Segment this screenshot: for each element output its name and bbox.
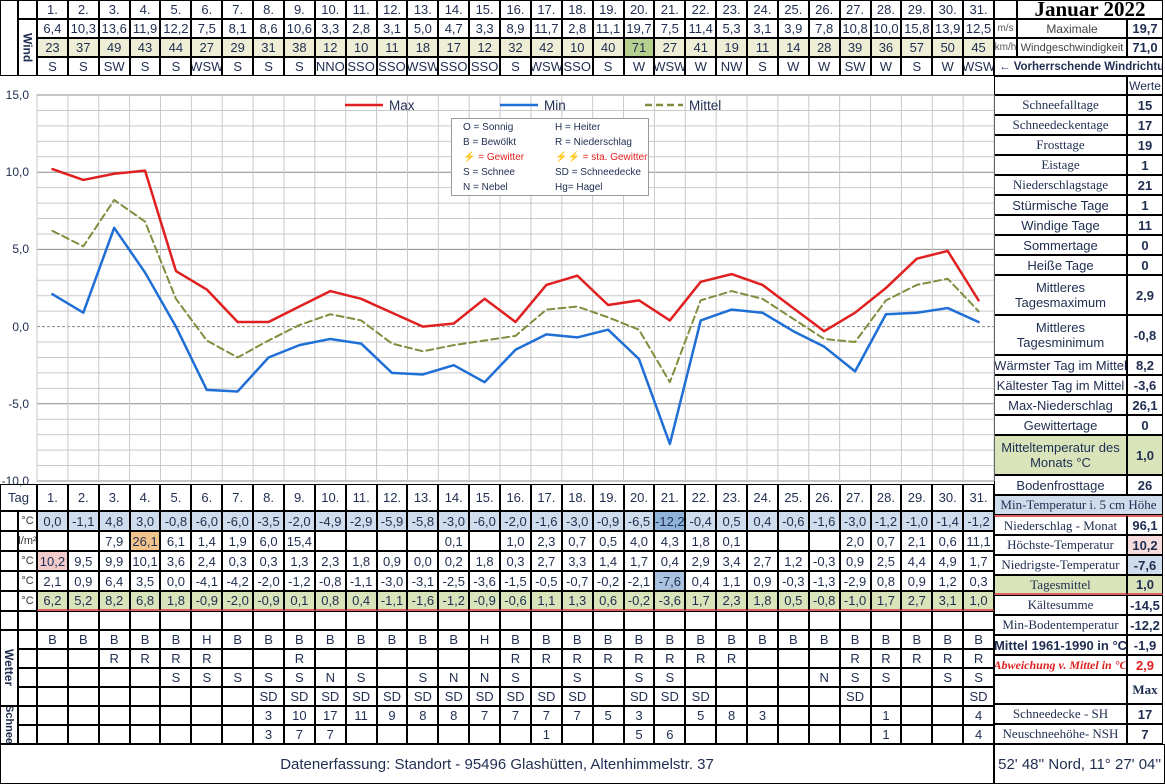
svg-text:Max: Max (389, 98, 415, 113)
svg-text:Min: Min (544, 98, 566, 113)
svg-text:Mittel: Mittel (689, 98, 721, 113)
